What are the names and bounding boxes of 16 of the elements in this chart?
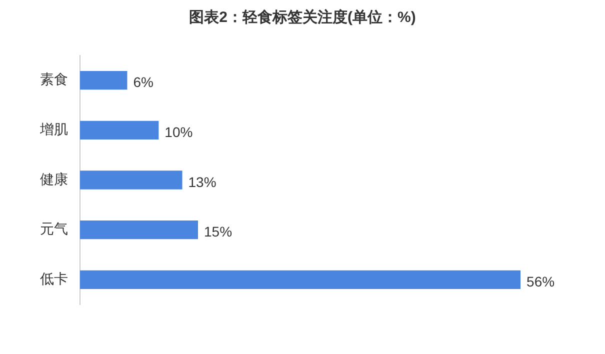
chart-title: 图表2：轻食标签关注度(单位：%): [188, 8, 417, 27]
y-tick-label: 增肌: [39, 121, 68, 138]
y-tick-label: 健康: [40, 170, 68, 187]
data-label: 15%: [204, 224, 232, 240]
y-tick-label: 低卡: [40, 270, 68, 287]
y-tick-label: 素食: [40, 71, 68, 88]
bar: [80, 270, 521, 290]
bar: [80, 120, 159, 140]
bar: [80, 70, 128, 90]
data-label: 13%: [188, 174, 216, 190]
y-tick-label: 元气: [40, 220, 68, 237]
bar: [80, 220, 198, 240]
data-label: 56%: [526, 274, 555, 290]
data-label: 10%: [164, 124, 193, 140]
bar: [80, 170, 182, 190]
data-label: 6%: [133, 74, 154, 90]
